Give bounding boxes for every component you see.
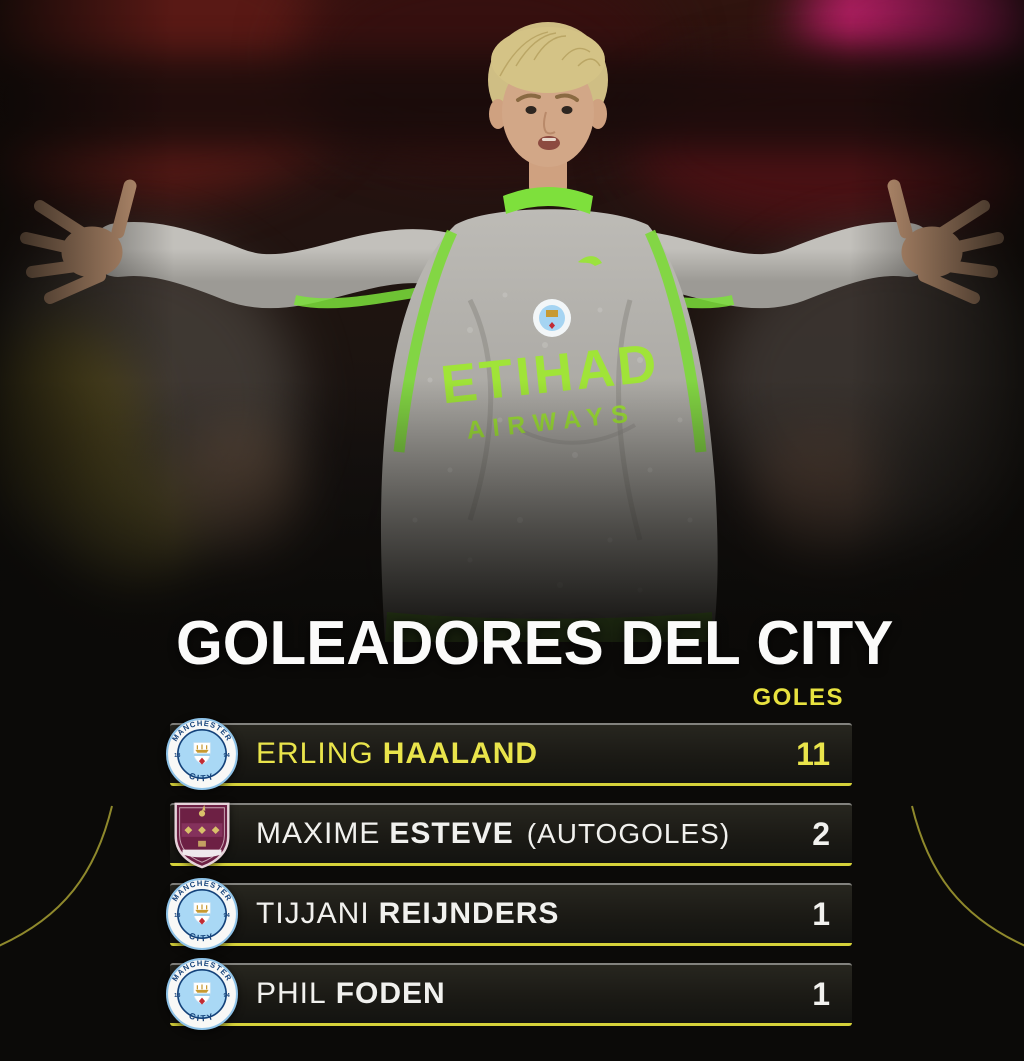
player-last-name: HAALAND (382, 737, 539, 770)
table-row: MANCHESTER CITY 18 94 TIJJANI REIJNDERS … (166, 878, 852, 950)
player-last-name: REIJNDERS (378, 897, 560, 930)
goals-value: 11 (796, 735, 830, 772)
manchester-city-badge-svg: MANCHESTER CITY 18 94 (166, 958, 238, 1030)
manchester-city-badge: MANCHESTER CITY 18 94 (166, 717, 238, 791)
player-last-name: ESTEVE (389, 817, 514, 850)
player-first-name: TIJJANI (256, 897, 370, 930)
burnley-badge-svg (174, 802, 230, 869)
svg-text:CITY: CITY (188, 931, 217, 944)
svg-text:CITY: CITY (188, 1011, 217, 1024)
svg-text:18: 18 (174, 993, 180, 999)
svg-text:94: 94 (224, 993, 231, 999)
svg-text:18: 18 (174, 753, 180, 759)
manchester-city-badge-svg: MANCHESTER CITY 18 94 (166, 718, 238, 790)
manchester-city-badge: MANCHESTER CITY 18 94 (166, 957, 238, 1031)
player-first-name: MAXIME (256, 817, 381, 850)
table-row: MAXIME ESTEVE (AUTOGOLES) 2 (170, 802, 852, 869)
svg-text:18: 18 (174, 913, 180, 919)
burnley-badge (166, 797, 238, 871)
player-first-name: ERLING (256, 737, 374, 770)
svg-text:94: 94 (224, 753, 231, 759)
svg-text:94: 94 (224, 913, 231, 919)
page-title: GOLEADORES DEL CITY (176, 609, 894, 678)
goals-value: 1 (812, 895, 830, 932)
table-row: MANCHESTER CITY 18 94 PHIL FODEN 1 (166, 958, 852, 1030)
manchester-city-badge: MANCHESTER CITY 18 94 (166, 877, 238, 951)
svg-text:CITY: CITY (188, 771, 217, 784)
goals-value: 2 (812, 815, 830, 852)
table-row: MANCHESTER CITY 18 94 ERLING HAALAND 11 (166, 718, 852, 790)
photo-fade-overlay (0, 0, 1024, 730)
goals-column-header: GOLES (752, 684, 844, 711)
stadium-background-photo: ETIHAD AIRWAYS (0, 0, 1024, 730)
manchester-city-badge-svg: MANCHESTER CITY 18 94 (166, 878, 238, 950)
player-first-name: PHIL (256, 977, 327, 1010)
player-note: (AUTOGOLES) (526, 818, 731, 849)
player-last-name: FODEN (335, 977, 446, 1010)
scorers-table: MANCHESTER CITY 18 94 ERLING HAALAND 11 … (166, 718, 852, 1043)
goals-value: 1 (812, 975, 830, 1012)
